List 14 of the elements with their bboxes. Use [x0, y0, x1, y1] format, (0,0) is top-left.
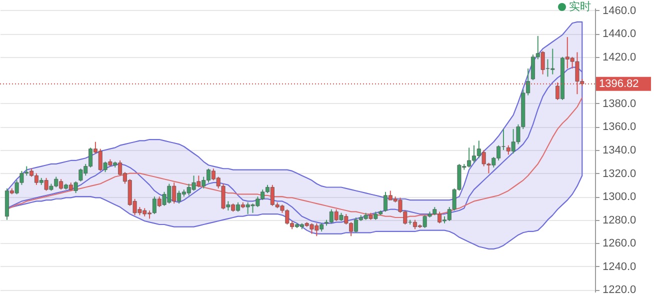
- y-tick-label: 1360.0: [602, 121, 636, 134]
- y-tick-label: 1460.0: [602, 4, 636, 17]
- y-tick-label: 1220.0: [602, 284, 636, 294]
- y-tick-label: 1420.0: [602, 51, 636, 64]
- annotation: 实时: [569, 0, 591, 13]
- ref-line-label: 1396.82: [599, 78, 639, 90]
- y-tick-label: 1240.0: [602, 260, 636, 273]
- y-tick-label: 1300.0: [602, 191, 636, 204]
- y-tick-label: 1380.0: [602, 98, 636, 110]
- y-tick-label: 1340.0: [602, 144, 636, 156]
- y-tick-label: 1320.0: [602, 168, 636, 180]
- y-tick-label: 1440.0: [602, 28, 636, 40]
- y-tick-label: 1260.0: [602, 238, 636, 250]
- y-tick-label: 1280.0: [602, 214, 636, 226]
